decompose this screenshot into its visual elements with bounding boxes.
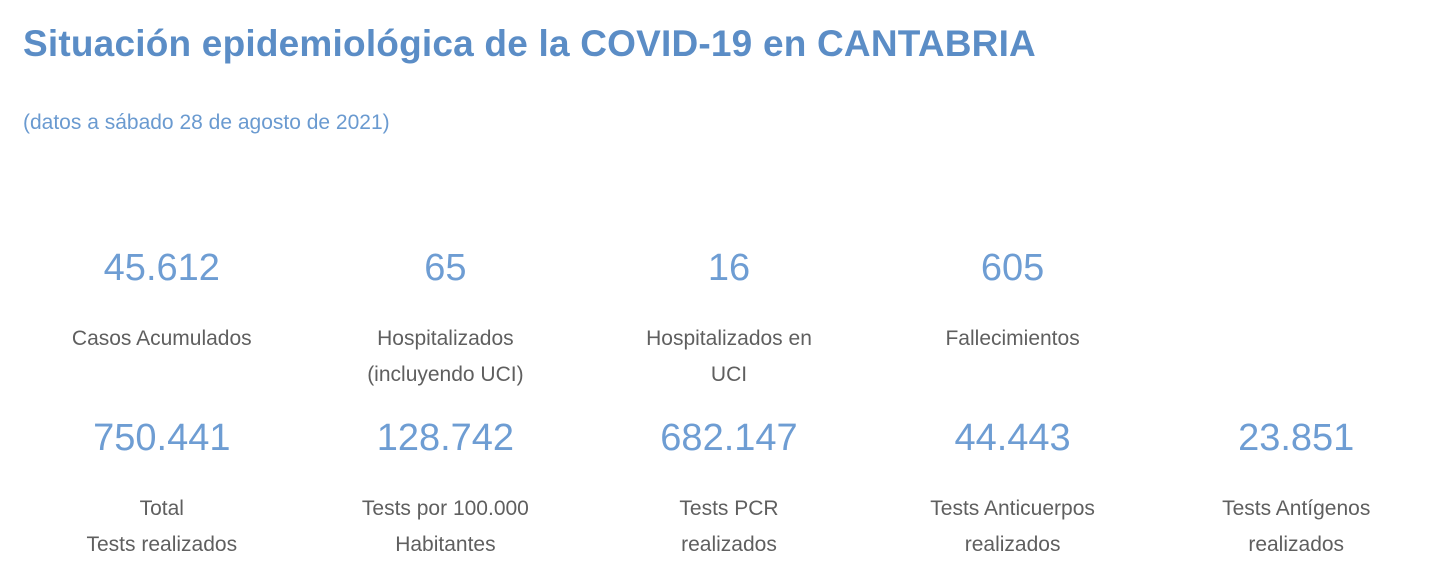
kpi-label: Tests PCR realizados: [679, 497, 779, 557]
kpi-card-tests-por-100000: 128.742 Tests por 100.000 Habitantes: [304, 419, 588, 563]
kpi-value: 44.443: [954, 417, 1071, 460]
kpi-card-tests-pcr: 682.147 Tests PCR realizados: [587, 419, 871, 563]
kpi-value: 16: [707, 247, 751, 290]
kpi-label: Hospitalizados en UCI: [646, 327, 812, 387]
kpi-card-hospitalizados: 65 Hospitalizados (incluyendo UCI): [304, 249, 588, 419]
kpi-value: 605: [980, 247, 1045, 290]
page-title: Situación epidemiológica de la COVID-19 …: [23, 23, 1036, 64]
kpi-row-test-stats: 750.441 Total Tests realizados 128.742 T…: [0, 419, 1446, 563]
kpi-label: Tests por 100.000 Habitantes: [361, 497, 529, 557]
kpi-value: 750.441: [93, 417, 231, 460]
kpi-value: 23.851: [1238, 417, 1355, 460]
kpi-value: 65: [424, 247, 467, 290]
kpi-label: Tests Antígenos realizados: [1222, 497, 1371, 557]
kpi-label: Total Tests realizados: [86, 497, 238, 557]
kpi-card-tests-anticuerpos: 44.443 Tests Anticuerpos realizados: [871, 419, 1155, 563]
kpi-label: Fallecimientos: [945, 327, 1080, 351]
kpi-label: Tests Anticuerpos realizados: [930, 497, 1095, 557]
report-date-subtitle: (datos a sábado 28 de agosto de 2021): [23, 111, 390, 135]
kpi-value: 45.612: [103, 247, 220, 290]
kpi-row-hospital-stats: 45.612 Casos Acumulados 65 Hospitalizado…: [0, 249, 1446, 419]
kpi-label: Hospitalizados (incluyendo UCI): [367, 327, 524, 387]
kpi-card-fallecimientos: 605 Fallecimientos: [871, 249, 1155, 419]
kpi-card-tests-antigenos: 23.851 Tests Antígenos realizados: [1154, 419, 1438, 563]
kpi-card-casos-acumulados: 45.612 Casos Acumulados: [20, 249, 304, 419]
kpi-label: Casos Acumulados: [71, 327, 252, 351]
kpi-card-hospitalizados-uci: 16 Hospitalizados en UCI: [587, 249, 871, 419]
report-header: Situación epidemiológica de la COVID-19 …: [0, 0, 1446, 136]
kpi-value: 682.147: [660, 417, 798, 460]
kpi-value: 128.742: [376, 417, 515, 460]
kpi-card-total-tests: 750.441 Total Tests realizados: [20, 419, 304, 563]
